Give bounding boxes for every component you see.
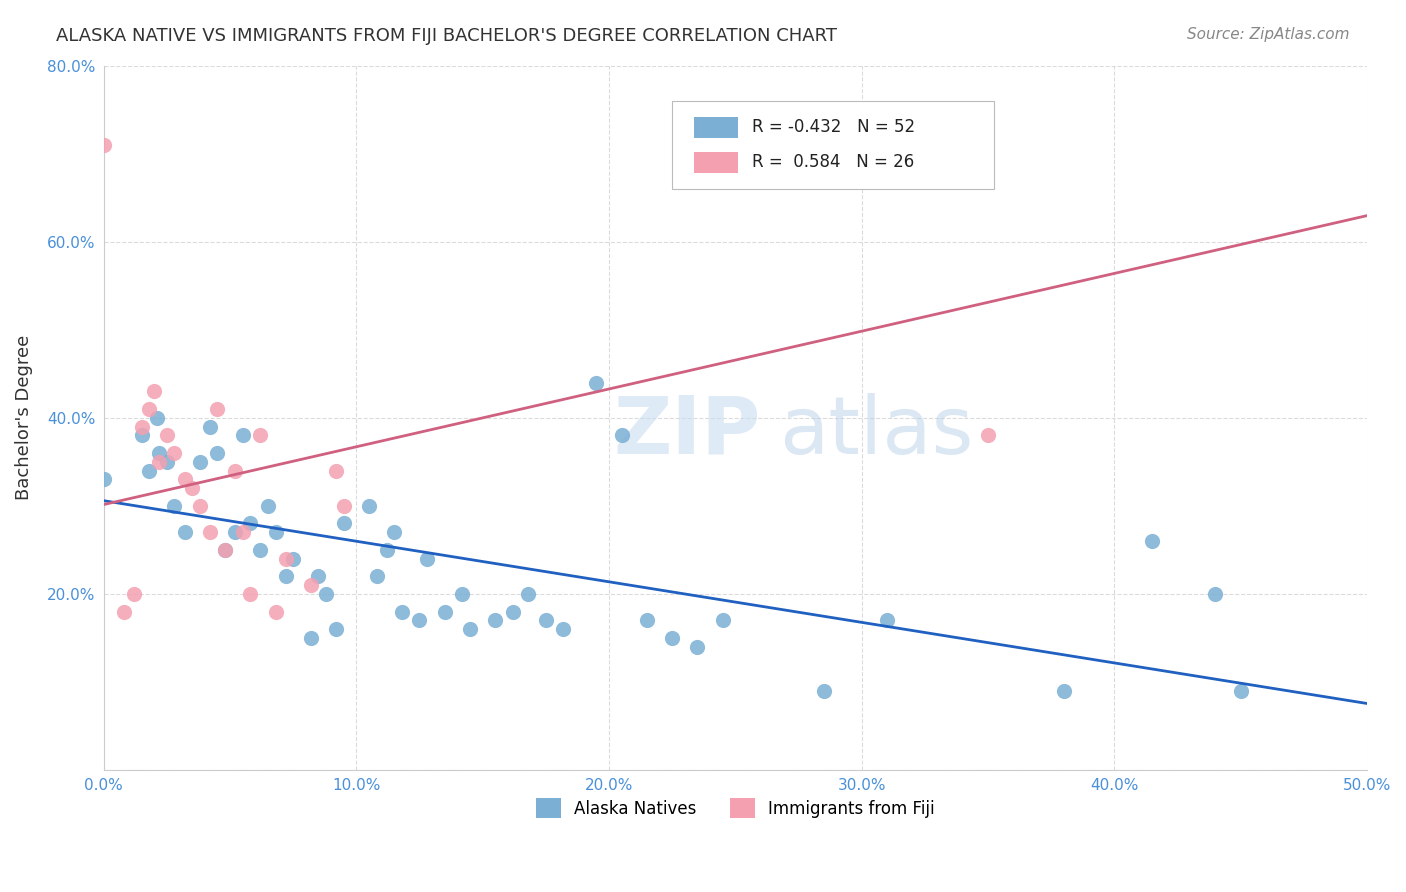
Point [366,569,388,583]
Point [163,446,186,460]
Point [332,516,354,531]
Point [131,419,153,434]
Point [249,428,271,442]
Text: atlas: atlas [779,392,974,471]
Text: R =  0.584   N = 26: R = 0.584 N = 26 [752,153,914,171]
Point [534,613,557,627]
Point [181,481,204,495]
Point [122,587,145,601]
Point [156,428,179,442]
Point [375,542,398,557]
FancyBboxPatch shape [693,153,738,173]
Point [257,499,280,513]
Point [391,605,413,619]
Point [876,613,898,627]
Point [274,569,297,583]
Point [173,472,195,486]
Point [553,622,575,636]
Point [502,605,524,619]
Point [977,428,1000,442]
Point [264,525,287,540]
Point [433,605,456,619]
Point [207,446,229,460]
Text: R = -0.432   N = 52: R = -0.432 N = 52 [752,118,915,136]
Point [1204,587,1226,601]
Point [188,455,211,469]
Point [156,455,179,469]
Point [232,428,254,442]
Point [357,499,380,513]
Point [901,41,924,55]
Point [148,446,170,460]
Point [224,464,246,478]
Point [686,640,709,654]
Point [138,402,160,417]
Point [112,605,135,619]
Point [408,613,430,627]
Text: ALASKA NATIVE VS IMMIGRANTS FROM FIJI BACHELOR'S DEGREE CORRELATION CHART: ALASKA NATIVE VS IMMIGRANTS FROM FIJI BA… [56,27,837,45]
Point [610,428,633,442]
Point [315,587,337,601]
Point [173,525,195,540]
Point [143,384,166,399]
Point [636,613,658,627]
Point [585,376,607,390]
Point [325,622,347,636]
Point [283,551,305,566]
Point [307,569,329,583]
Point [138,464,160,478]
Point [131,428,153,442]
Point [264,605,287,619]
Point [198,525,221,540]
Text: Source: ZipAtlas.com: Source: ZipAtlas.com [1187,27,1350,42]
Point [1229,683,1251,698]
Point [1053,683,1076,698]
Legend: Alaska Natives, Immigrants from Fiji: Alaska Natives, Immigrants from Fiji [529,791,942,825]
Point [416,551,439,566]
Point [458,622,481,636]
Point [451,587,474,601]
Y-axis label: Bachelor's Degree: Bachelor's Degree [15,335,32,500]
Point [813,683,835,698]
FancyBboxPatch shape [672,101,994,189]
Point [198,419,221,434]
Point [332,499,354,513]
Point [274,551,297,566]
Point [148,455,170,469]
Point [299,578,322,592]
Point [299,631,322,645]
Point [224,525,246,540]
Point [711,613,734,627]
Text: ZIP: ZIP [613,392,761,471]
Point [93,137,115,152]
Point [517,587,540,601]
Point [249,542,271,557]
Point [232,525,254,540]
Point [207,402,229,417]
Point [484,613,506,627]
Point [382,525,405,540]
Point [239,587,262,601]
Point [146,410,169,425]
Point [325,464,347,478]
FancyBboxPatch shape [693,117,738,138]
Point [188,499,211,513]
Point [661,631,683,645]
Point [214,542,236,557]
Point [214,542,236,557]
Point [1140,534,1163,549]
Point [239,516,262,531]
Point [93,472,115,486]
Point [163,499,186,513]
